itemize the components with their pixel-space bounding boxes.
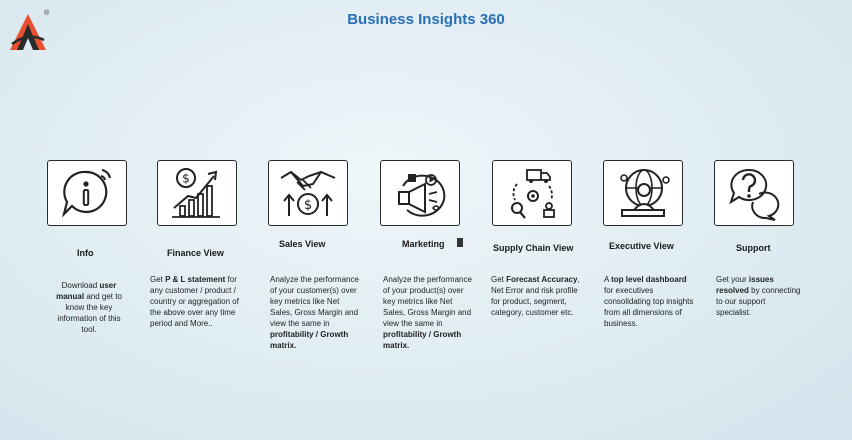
desc-segment: and get to know the key information of t…: [57, 292, 122, 334]
desc-segment: for any customer / product / country or …: [150, 275, 239, 328]
sales-view-button[interactable]: $: [268, 160, 348, 226]
desc-segment: , Net Error and risk profile for product…: [491, 275, 580, 317]
desc-segment: user manual: [56, 281, 117, 301]
card-title-support: Support: [736, 243, 771, 253]
card-desc-marketing: Analyze the performance of your product(…: [383, 274, 475, 351]
svg-text:$: $: [182, 172, 190, 186]
desc-segment: profitability / Growth matrix.: [383, 330, 462, 350]
desc-segment: P & L statement: [165, 275, 226, 284]
card-title-sales: Sales View: [279, 239, 326, 249]
question-chat-icon: [729, 168, 780, 221]
card-title-supply-chain: Supply Chain View: [493, 243, 574, 253]
svg-text:$: $: [304, 198, 312, 213]
executive-globe-icon: [620, 169, 670, 217]
nav-card-sales[interactable]: $: [266, 160, 376, 226]
desc-segment: profitability / Growth matrix.: [270, 330, 349, 350]
marketing-button[interactable]: [380, 160, 460, 226]
desc-segment: Get: [491, 275, 507, 284]
finance-growth-icon: $: [172, 168, 220, 218]
desc-segment: Analyze the performance of your customer…: [270, 275, 359, 328]
card-desc-executive: A top level dashboard for executives con…: [604, 274, 696, 329]
card-desc-supply-chain: Get Forecast Accuracy, Net Error and ris…: [491, 274, 583, 318]
desc-segment: A: [604, 275, 612, 284]
info-chat-icon: [61, 169, 111, 218]
nav-card-supply-chain[interactable]: [490, 160, 600, 226]
status-pill: [457, 238, 463, 247]
nav-card-finance[interactable]: $: [155, 160, 265, 226]
card-title-executive: Executive View: [609, 241, 674, 251]
card-desc-sales: Analyze the performance of your customer…: [270, 274, 362, 351]
info-button[interactable]: [47, 160, 127, 226]
card-desc-support: Get your issues resolved by connecting t…: [716, 274, 802, 318]
card-desc-finance: Get P & L statement for any customer / p…: [150, 274, 242, 329]
nav-card-support[interactable]: [712, 160, 822, 226]
card-title-marketing: Marketing: [402, 239, 445, 249]
desc-segment: Get: [150, 275, 166, 284]
brand-logo-icon: [10, 14, 46, 50]
desc-segment: by connecting to our support specialist.: [716, 286, 801, 317]
finance-view-button[interactable]: $: [157, 160, 237, 226]
card-title-info: Info: [77, 248, 94, 258]
app-logo: ®: [6, 10, 50, 54]
executive-view-button[interactable]: [603, 160, 683, 226]
desc-segment: for executives consolidating top insight…: [604, 286, 694, 328]
card-title-finance: Finance View: [167, 248, 224, 258]
desc-segment: top level dashboard: [611, 275, 687, 284]
desc-segment: issues resolved: [716, 275, 774, 295]
desc-segment: Analyze the performance of your product(…: [383, 275, 472, 328]
card-desc-info: Download user manual and get to know the…: [50, 280, 128, 335]
desc-segment: Forecast Accuracy: [506, 275, 578, 284]
registered-mark: ®: [44, 10, 50, 17]
megaphone-media-icon: [398, 174, 446, 217]
supply-chain-view-button[interactable]: [492, 160, 572, 226]
desc-segment: Get your: [716, 275, 749, 284]
nav-card-executive[interactable]: [601, 160, 711, 226]
page-title: Business Insights 360: [347, 11, 505, 28]
nav-card-info[interactable]: [45, 160, 155, 226]
nav-card-marketing[interactable]: [378, 160, 488, 226]
support-button[interactable]: [714, 160, 794, 226]
desc-segment: Download: [61, 281, 100, 290]
supply-chain-icon: [511, 169, 555, 219]
handshake-dollar-icon: $: [280, 170, 336, 216]
